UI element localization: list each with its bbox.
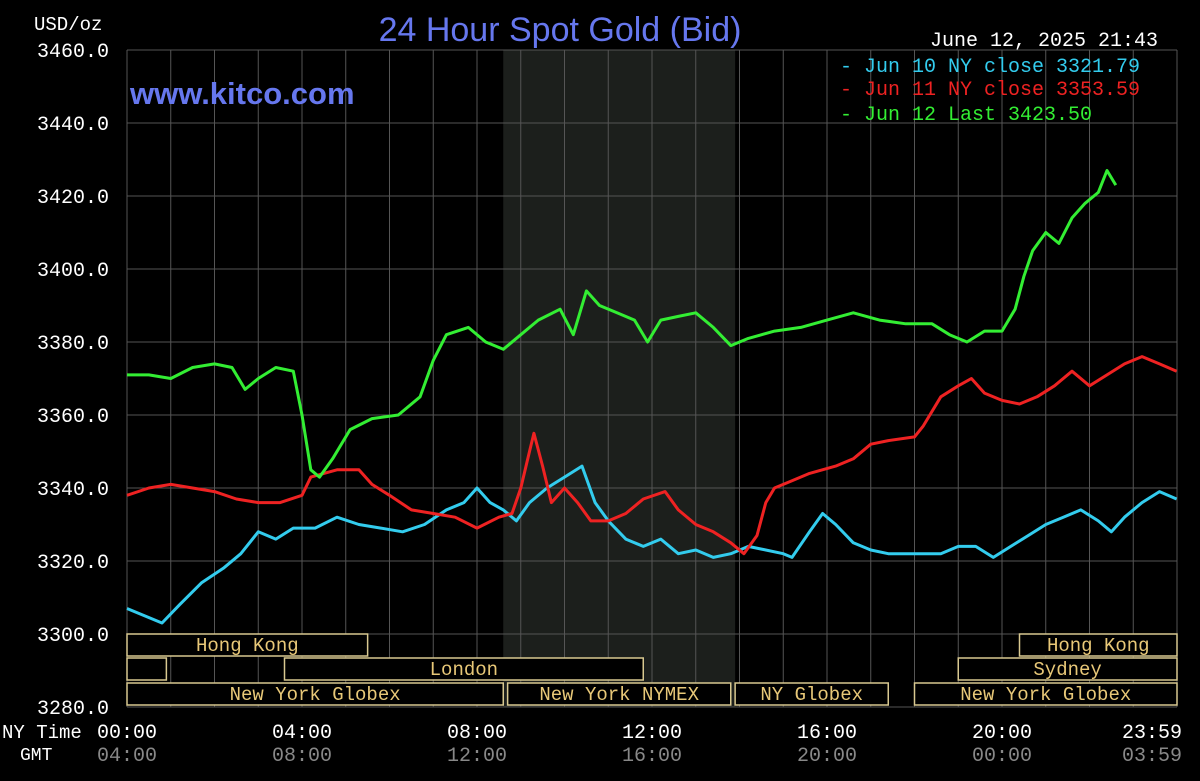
session-box (506, 682, 732, 706)
y-tick-label: 3380.0 (37, 333, 109, 356)
y-tick-label: 3340.0 (37, 479, 109, 502)
series-line-0 (126, 464, 1178, 625)
y-tick-label: 3420.0 (37, 187, 109, 210)
x-tick-ny: 12:00 (622, 722, 682, 745)
x-tick-gmt: 08:00 (272, 745, 332, 768)
y-tick-label: 3360.0 (37, 406, 109, 429)
x-tick-gmt: 00:00 (972, 745, 1032, 768)
x-tick-gmt: 16:00 (622, 745, 682, 768)
session-box (126, 657, 168, 681)
timestamp: June 12, 2025 21:43 (930, 30, 1158, 53)
session-label: New York Globex (960, 684, 1131, 706)
series-line-2 (127, 169, 1118, 479)
session-box (1018, 633, 1178, 657)
y-tick-label: 3460.0 (37, 41, 109, 64)
x-tick-gmt: 12:00 (447, 745, 507, 768)
x-tick-ny: 16:00 (797, 722, 857, 745)
chart-title: 24 Hour Spot Gold (Bid) (379, 11, 742, 49)
session-label: New York NYMEX (539, 684, 699, 706)
x-tick-ny: 08:00 (447, 722, 507, 745)
series-line-1 (126, 355, 1178, 556)
gridlines (126, 49, 1178, 708)
session-box (913, 682, 1178, 706)
gmt-label: GMT (20, 746, 53, 766)
y-tick-label: 3400.0 (37, 260, 109, 283)
x-tick-gmt: 04:00 (97, 745, 157, 768)
market-session-bars: Hong Kong Hong Kong London Sydney New York G… (126, 633, 1178, 706)
y-tick-label: 3300.0 (37, 625, 109, 648)
website-watermark[interactable]: www.kitco.com (129, 76, 355, 111)
legend-entry-jun12: - Jun 12 Last 3423.50 (840, 104, 1092, 127)
session-box (957, 657, 1178, 681)
unit-label: USD/oz (34, 14, 102, 36)
price-series (126, 169, 1178, 625)
x-tick-ny: 04:00 (272, 722, 332, 745)
session-box (283, 657, 644, 681)
x-tick-gmt: 20:00 (797, 745, 857, 768)
session-label: New York Globex (230, 684, 401, 706)
session-label: Sydney (1033, 659, 1101, 681)
legend-entry-jun11: - Jun 11 NY close 3353.59 (840, 79, 1140, 102)
x-tick-ny: 23:59 (1122, 722, 1182, 745)
legend-entry-jun10: - Jun 10 NY close 3321.79 (840, 56, 1140, 79)
nymex-session-shade (503, 50, 736, 707)
session-label: Hong Kong (196, 635, 299, 657)
y-tick-label: 3320.0 (37, 552, 109, 575)
y-tick-label: 3280.0 (37, 698, 109, 721)
x-tick-gmt: 03:59 (1122, 745, 1182, 768)
ny-time-label: NY Time (2, 722, 82, 744)
x-tick-ny: 20:00 (972, 722, 1032, 745)
session-box (126, 633, 369, 657)
session-label: Hong Kong (1047, 635, 1150, 657)
y-tick-labels: 3280.0 3300.0 3320.0 3340.0 3360.0 3380.0 3400… (37, 41, 109, 721)
x-tick-ny: 00:00 (97, 722, 157, 745)
y-tick-label: 3440.0 (37, 114, 109, 137)
session-box (126, 682, 504, 706)
session-label: London (430, 659, 498, 681)
legend: - Jun 10 NY close 3321.79 - Jun 11 NY cl… (840, 56, 1140, 127)
x-tick-labels: 00:00 04:00 08:00 12:00 16:00 20:00 23:5904:00… (97, 722, 1182, 768)
session-label: NY Globex (760, 684, 863, 706)
session-box (734, 682, 889, 706)
